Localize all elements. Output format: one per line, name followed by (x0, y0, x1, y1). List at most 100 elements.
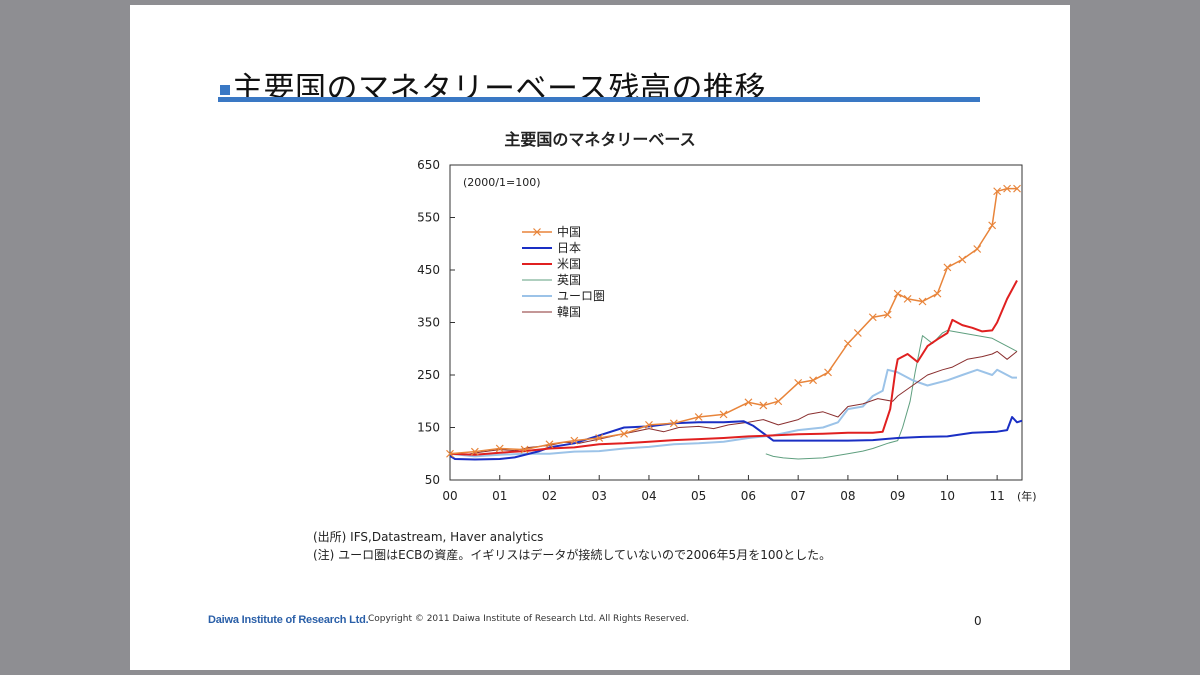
point-mark (1003, 184, 1012, 193)
x-tick-label: 03 (592, 489, 607, 503)
y-tick-label: 50 (425, 473, 440, 487)
point-mark (893, 289, 902, 298)
title-square-icon (220, 85, 230, 95)
series-point-中国 (843, 339, 852, 348)
x-tick-label: 07 (791, 489, 806, 503)
x-tick-label: 05 (691, 489, 706, 503)
series-point-中国 (918, 297, 927, 306)
y-tick-label: 150 (417, 421, 440, 435)
x-tick-label: 02 (542, 489, 557, 503)
series-point-中国 (1003, 184, 1012, 193)
series-line-ユーロ圏 (449, 368, 1017, 458)
series-point-中国 (933, 289, 942, 298)
x-tick-label: 06 (741, 489, 756, 503)
series-point-中国 (824, 368, 832, 377)
series-point-中国 (595, 434, 604, 442)
series-point-中国 (744, 398, 753, 407)
series-point-中国 (446, 449, 454, 458)
point-mark (669, 419, 678, 428)
y-tick-label: 550 (417, 211, 440, 225)
x-tick-label: 08 (840, 489, 855, 503)
point-mark (809, 376, 818, 385)
series-point-中国 (809, 376, 818, 385)
point-mark (794, 378, 803, 387)
series-point-中国 (853, 329, 862, 337)
x-tick-label: 04 (641, 489, 656, 503)
point-mark (570, 436, 579, 445)
series-line-米国 (449, 280, 1018, 456)
x-tick-label: 09 (890, 489, 905, 503)
chart-unit-label: (2000/1=100) (463, 176, 541, 189)
point-mark (973, 245, 982, 253)
point-mark (446, 449, 454, 458)
y-tick-label: 650 (417, 158, 440, 172)
title-underline (218, 97, 980, 102)
chart-series (446, 184, 1023, 461)
series-point-中国 (958, 255, 967, 264)
chart-axes: 50 150 250 350 450 550 650 00 01 02 03 04 05 06 07 08 09… (417, 158, 1023, 503)
series-point-中国 (893, 289, 902, 298)
series-point-中国 (620, 429, 629, 438)
chart-x-unit-label: (年) (1017, 489, 1037, 503)
point-mark (1013, 184, 1021, 193)
point-mark (853, 329, 862, 337)
legend-label: 米国 (557, 257, 581, 271)
point-mark (993, 187, 1002, 196)
slide: 主要国のマネタリーベース残高の推移 主要国のマネタリーベース 50 150 250 3… (130, 5, 1070, 670)
series-line-日本 (449, 416, 1023, 461)
series-point-中国 (883, 310, 892, 319)
point-mark (495, 444, 504, 453)
series-line-中国 (449, 187, 1017, 455)
point-mark (903, 294, 912, 303)
series-point-中国 (719, 410, 728, 419)
x-tick-label: 10 (940, 489, 955, 503)
monetary-base-chart: 50 150 250 350 450 550 650 00 01 02 03 04 05 06 07 08 09… (417, 158, 1037, 503)
series-point-中国 (669, 419, 678, 428)
point-mark (883, 310, 892, 319)
point-mark (774, 397, 783, 406)
series-point-中国 (645, 420, 653, 429)
series-point-中国 (794, 378, 803, 387)
point-mark (868, 313, 877, 322)
point-mark (545, 440, 554, 449)
series-point-中国 (545, 440, 554, 449)
y-tick-label: 350 (417, 316, 440, 330)
point-mark (943, 263, 952, 272)
series-point-中国 (973, 245, 982, 253)
series-point-中国 (774, 397, 783, 406)
point-mark (988, 221, 997, 230)
footer-logo: Daiwa Institute of Research Ltd. (208, 614, 369, 626)
point-mark (595, 434, 604, 442)
series-point-中国 (903, 294, 912, 303)
series-point-中国 (495, 444, 504, 453)
point-mark (470, 447, 479, 456)
y-tick-label: 250 (417, 368, 440, 382)
legend-marker (533, 228, 541, 236)
legend-label: 韓国 (557, 305, 581, 319)
point-mark (694, 413, 703, 421)
series-point-中国 (694, 413, 703, 421)
point-mark (933, 289, 942, 298)
legend-label: 日本 (557, 241, 581, 255)
point-mark (520, 445, 529, 454)
series-point-中国 (759, 401, 768, 410)
point-mark (958, 255, 967, 264)
point-mark (759, 401, 768, 410)
series-point-中国 (993, 187, 1002, 196)
series-point-中国 (868, 313, 877, 322)
series-point-中国 (470, 447, 479, 456)
source-note: (出所) IFS,Datastream, Haver analytics (313, 530, 544, 544)
series-point-中国 (520, 445, 529, 454)
series-point-中国 (988, 221, 997, 230)
footer-copyright: Copyright © 2011 Daiwa Institute of Rese… (368, 614, 690, 624)
series-line-英国 (765, 329, 1018, 460)
point-mark (719, 410, 728, 419)
point-mark (918, 297, 927, 306)
x-tick-label: 11 (989, 489, 1004, 503)
footnote: (注) ユーロ圏はECBの資産。イギリスはデータが接続していないので2006年5… (313, 548, 832, 562)
point-mark (843, 339, 852, 348)
x-tick-label: 00 (442, 489, 457, 503)
point-mark (620, 429, 629, 438)
y-tick-label: 450 (417, 263, 440, 277)
